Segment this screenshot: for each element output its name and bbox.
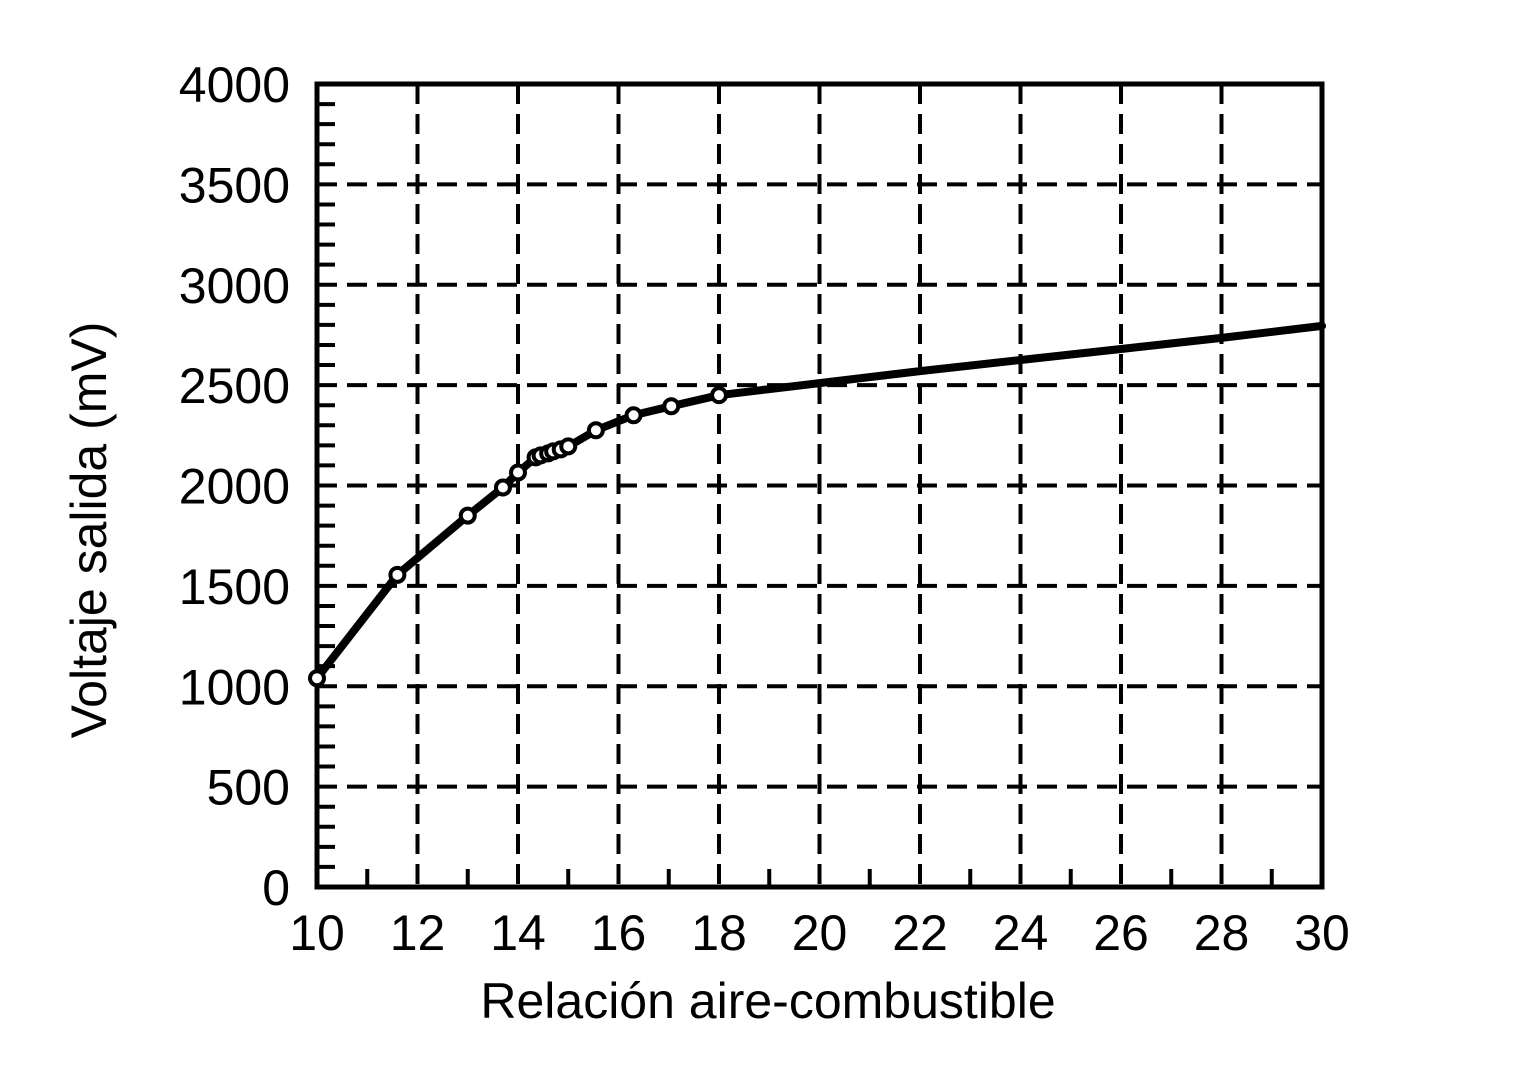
data-markers (308, 386, 728, 688)
y-tick-label: 1000 (179, 659, 290, 715)
data-point (458, 506, 477, 525)
x-tick-label: 20 (792, 905, 848, 961)
y-tick-label: 1500 (179, 559, 290, 615)
data-point (586, 421, 605, 440)
y-tick-label: 2500 (179, 358, 290, 414)
x-tick-labels: 10 12 14 16 18 20 22 24 26 28 30 (289, 905, 1350, 961)
grid-lines (317, 84, 1322, 887)
x-tick-label: 28 (1194, 905, 1250, 961)
data-point (624, 406, 643, 425)
data-point (388, 565, 407, 584)
data-point (559, 437, 578, 456)
y-axis-title: Voltaje salida (mV) (61, 322, 117, 739)
y-tick-label: 2000 (179, 459, 290, 515)
y-tick-label: 3000 (179, 258, 290, 314)
y-tick-label: 500 (207, 760, 290, 816)
y-tick-label: 3500 (179, 157, 290, 213)
plot-frame (314, 81, 1325, 890)
x-axis-title: Relación aire-combustible (480, 973, 1055, 1029)
minor-ticks (317, 102, 1274, 887)
y-tick-label: 0 (262, 860, 290, 916)
data-point (493, 478, 512, 497)
x-tick-label: 18 (691, 905, 747, 961)
x-tick-label: 24 (993, 905, 1049, 961)
x-tick-label: 14 (490, 905, 546, 961)
y-tick-label: 4000 (179, 57, 290, 113)
x-tick-label: 26 (1093, 905, 1149, 961)
data-point (509, 463, 527, 482)
x-tick-label: 10 (289, 905, 345, 961)
data-point (710, 386, 728, 405)
x-tick-label: 30 (1294, 905, 1350, 961)
data-point (662, 397, 681, 416)
y-tick-labels: 0 500 1000 1500 2000 2500 3000 3500 4000 (179, 57, 290, 916)
x-tick-label: 12 (390, 905, 446, 961)
data-point (308, 669, 326, 688)
x-tick-label: 22 (892, 905, 948, 961)
x-tick-label: 16 (591, 905, 647, 961)
